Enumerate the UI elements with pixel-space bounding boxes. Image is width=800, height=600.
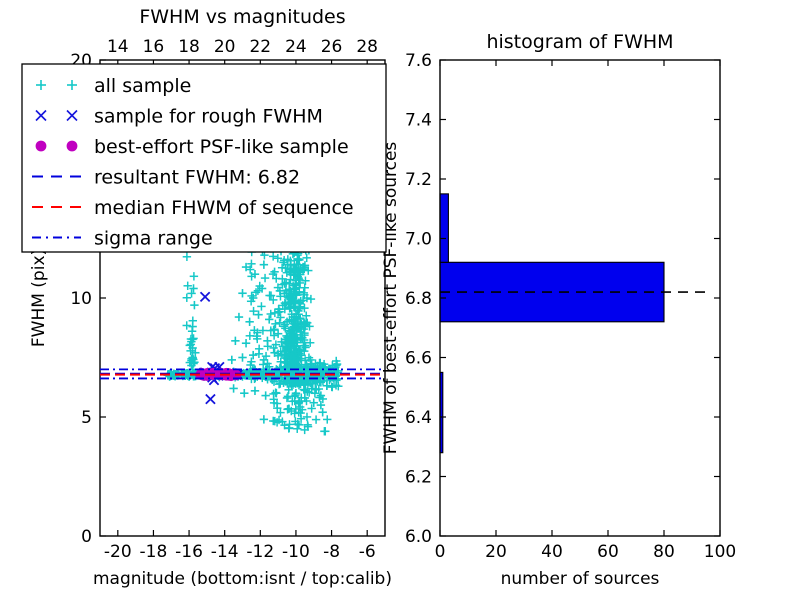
series-rough-fwhm [198,291,243,405]
right-yticklabel: 6.4 [405,408,432,428]
histogram-bar [439,193,449,263]
legend-circle-icon [66,140,78,152]
left-xaxis-label: magnitude (bottom:isnt / top:calib) [93,569,392,589]
left-xticklabel-top: 14 [107,37,129,57]
right-yticklabel: 6.0 [405,527,432,547]
right-xticklabel: 40 [541,542,563,562]
legend-cross-icon [66,109,78,122]
legend-item[interactable]: best-effort PSF-like sample [35,136,349,158]
right-yticklabel: 6.8 [405,289,432,309]
legend-item[interactable]: all sample [36,75,191,97]
left-xticklabel-bottom: -18 [140,542,168,562]
left-xticklabel-top: 26 [321,37,343,57]
left-yticklabel: 5 [81,408,92,428]
legend-item-label: sigma range [94,228,213,250]
legend-item[interactable]: sample for rough FWHM [35,106,323,128]
left-xticklabel-top: 24 [285,37,307,57]
right-panel-title: histogram of FWHM [486,31,673,53]
right-xticklabel: 80 [653,542,675,562]
left-xticklabel-top: 28 [356,37,378,57]
right-xticklabel: 0 [435,542,446,562]
left-xticklabel-top: 22 [249,37,271,57]
right-xticklabel: 100 [704,542,736,562]
legend-box [21,63,387,253]
legend-circle-icon [35,140,47,152]
legend-item-label: sample for rough FWHM [94,106,323,128]
right-yticklabel: 6.6 [405,349,432,369]
left-yaxis-label: FWHM (pix) [29,249,49,347]
legend-item[interactable]: sigma range [32,228,213,250]
legend-item[interactable]: resultant FWHM: 6.82 [32,167,300,189]
left-yticklabel: 10 [70,289,92,309]
right-yticklabel: 7.6 [405,51,432,71]
legend-item-label: median FHWM of sequence [94,197,354,219]
left-xticklabel-bottom: -14 [211,542,239,562]
legend: all sample sample for rough FWHM best-effo… [21,63,387,253]
right-yticklabel: 6.2 [405,468,432,488]
right-xticklabel: 60 [597,542,619,562]
right-xticklabel: 20 [485,542,507,562]
right-xaxis-label: number of sources [501,569,660,589]
left-xticklabel-top: 18 [178,37,200,57]
left-xticklabel-bottom: -16 [175,542,203,562]
right-yticklabel: 7.4 [405,111,432,131]
legend-item-label: all sample [94,75,191,97]
rough-sample-point [205,393,216,405]
rough-sample-point [199,291,211,303]
right-panel: histogram of FWHM 0 20 40 60 80 100 6.0 6.2 6.4 6.… [381,31,736,589]
left-xticklabel-bottom: -20 [104,542,132,562]
right-yticklabel: 7.0 [405,230,432,250]
left-xticklabel-top: 16 [143,37,165,57]
left-yticklabel: 0 [81,527,92,547]
series-psf-sample [195,367,242,382]
left-xticklabel-bottom: -8 [323,542,340,562]
legend-item-label: resultant FWHM: 6.82 [94,167,300,189]
legend-item-label: best-effort PSF-like sample [94,136,349,158]
left-xticklabel-bottom: -10 [282,542,310,562]
left-panel-title: FWHM vs magnitudes [139,6,345,28]
legend-cross-icon [35,109,47,122]
left-xticklabel-bottom: -6 [359,542,376,562]
left-xticklabel-bottom: -12 [246,542,274,562]
right-yticklabel: 7.2 [405,170,432,190]
legend-item[interactable]: median FHWM of sequence [32,197,354,219]
left-xticklabel-top: 20 [214,37,236,57]
